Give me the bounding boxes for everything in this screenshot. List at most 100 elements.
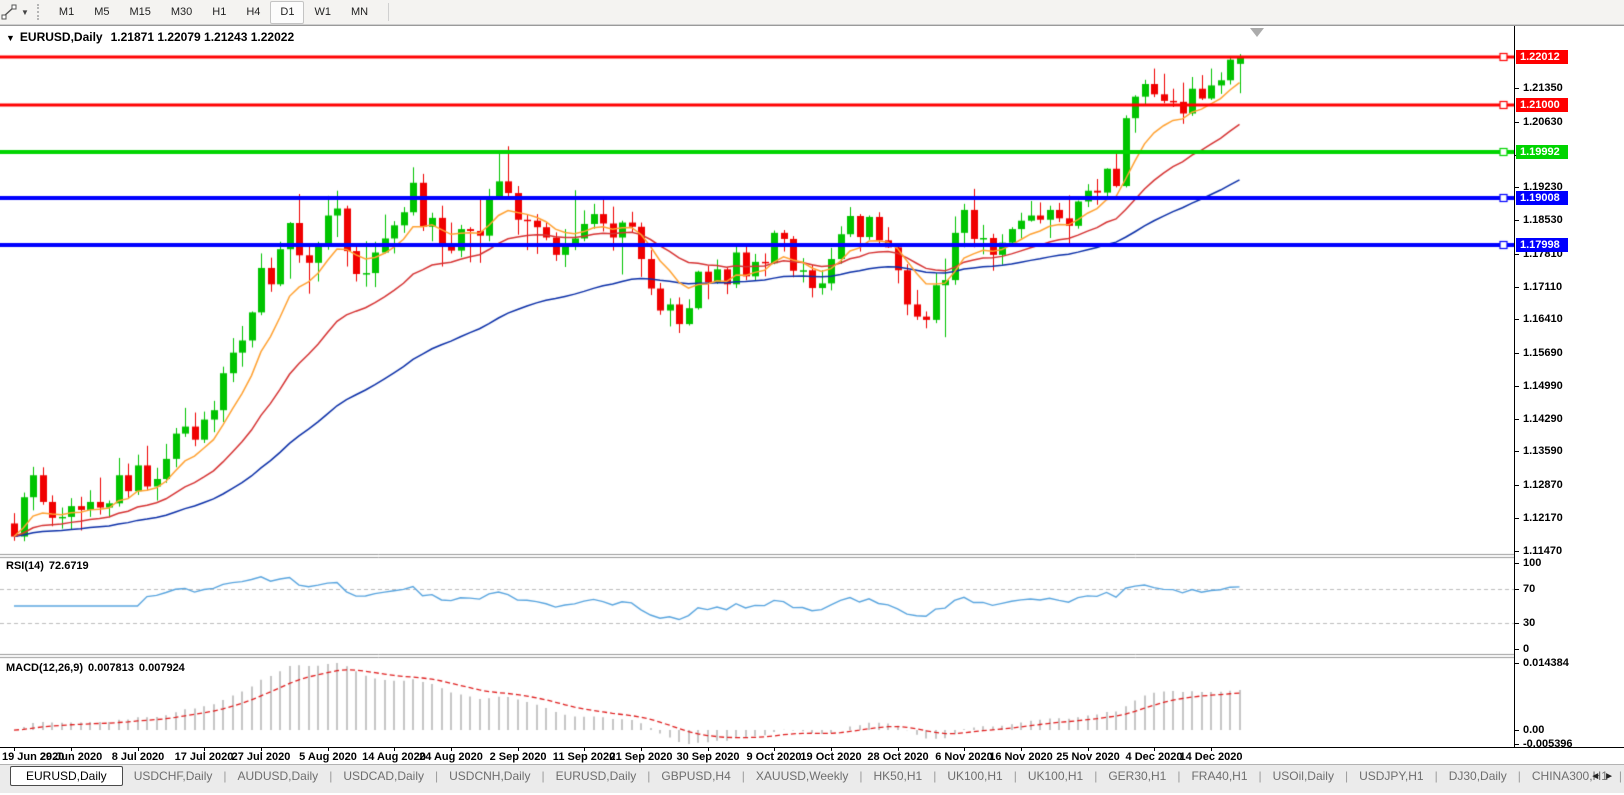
chart-tab-eurusd-daily[interactable]: EURUSD,Daily (555, 769, 637, 783)
tab-separator: | (1177, 769, 1181, 783)
toolbar-separator (388, 3, 390, 21)
price-level-badge: 1.21000 (1516, 98, 1568, 112)
axis-tick-mark (1515, 353, 1519, 354)
price-tick-label: 1.14990 (1523, 380, 1563, 392)
price-axis[interactable]: 1.213501.206301.199301.192301.185301.178… (1514, 26, 1624, 750)
axis-tick-mark (1515, 485, 1519, 486)
chart-tab-eurusd-daily[interactable]: EURUSD,Daily (10, 766, 123, 786)
chart-tab-audusd-daily[interactable]: AUDUSD,Daily (237, 769, 319, 783)
date-tick-mark (261, 748, 262, 751)
price-tick-label: 1.13590 (1523, 445, 1563, 457)
chart-tab-uk100-h1[interactable]: UK100,H1 (947, 769, 1003, 783)
tab-separator: | (1434, 769, 1438, 783)
date-tick-label: 11 Sep 2020 (552, 751, 616, 763)
date-tick-mark (138, 748, 139, 751)
tab-separator: | (223, 769, 227, 783)
rsi-tick-label: 100 (1523, 557, 1542, 569)
tab-separator: | (1618, 769, 1623, 783)
timeframe-button-m1[interactable]: M1 (58, 5, 75, 18)
chart-tab-usdchf-daily[interactable]: USDCHF,Daily (133, 769, 213, 783)
timeframe-button-m5[interactable]: M5 (94, 5, 110, 18)
date-tick-label: 4 Dec 2020 (1125, 751, 1183, 763)
date-tick-mark (708, 748, 709, 751)
chart-tab-usdcnh-daily[interactable]: USDCNH,Daily (449, 769, 531, 783)
price-level-badge: 1.17998 (1516, 238, 1568, 252)
date-tick-mark (518, 748, 519, 751)
chart-tab-usoil-daily[interactable]: USOil,Daily (1272, 769, 1334, 783)
axis-tick-mark (1515, 254, 1519, 255)
rsi-tick-label: 0 (1523, 643, 1530, 655)
tab-separator: | (1517, 769, 1521, 783)
macd-zero-label: 0.00 (1523, 724, 1545, 736)
date-tick-label: 27 Jul 2020 (231, 751, 291, 763)
draw-tool-icon[interactable] (1, 4, 19, 20)
axis-tick-mark (1515, 122, 1519, 123)
tab-separator: | (1013, 769, 1017, 783)
timeframe-toolbar: ▼ M1 M5 M15 M30 H1 H4 D1 W1 MN (0, 0, 1624, 25)
date-tick-label: 9 Oct 2020 (746, 751, 802, 763)
chart-window: ▼ EURUSD,Daily 1.21871 1.22079 1.21243 1.2… (0, 25, 1624, 750)
chart-tab-fra40-h1[interactable]: FRA40,H1 (1191, 769, 1248, 783)
date-tick-label: 2 Sep 2020 (489, 751, 547, 763)
date-tick-mark (451, 748, 452, 751)
chart-canvas[interactable] (0, 26, 1514, 748)
tab-separator: | (435, 769, 439, 783)
chart-tab-china300-h1[interactable]: CHINA300,H1 (1531, 769, 1608, 783)
date-tick-mark (584, 748, 585, 751)
date-tick-mark (831, 748, 832, 751)
timeframe-button-mn[interactable]: MN (350, 5, 369, 18)
chart-tab-dj30-daily[interactable]: DJ30,Daily (1448, 769, 1507, 783)
chart-tab-gbpusd-h4[interactable]: GBPUSD,H4 (661, 769, 731, 783)
macd-current-value: 0.007813 (88, 662, 134, 674)
date-tick-mark (394, 748, 395, 751)
axis-tick-mark (1515, 319, 1519, 320)
chart-tab-xauusd-weekly[interactable]: XAUUSD,Weekly (755, 769, 849, 783)
axis-tick-mark (1515, 187, 1519, 188)
macd-name: MACD(12,26,9) (6, 662, 84, 674)
timeframe-button-h4[interactable]: H4 (246, 5, 261, 18)
price-tick-label: 1.16410 (1523, 313, 1563, 325)
timeframe-button-m15[interactable]: M15 (129, 5, 151, 18)
chart-title: ▼ EURUSD,Daily 1.21871 1.22079 1.21243 1.2… (6, 30, 294, 44)
toolbar-grip[interactable] (36, 4, 41, 20)
date-tick-label: 28 Oct 2020 (867, 751, 929, 763)
date-tick-label: 25 Nov 2020 (1056, 751, 1120, 763)
date-tick-mark (14, 748, 15, 751)
rsi-pane-label: RSI(14) 72.6719 (6, 560, 94, 572)
chart-shift-marker-icon[interactable] (1250, 28, 1264, 37)
chart-tab-uk100-h1[interactable]: UK100,H1 (1027, 769, 1084, 783)
timeframe-button-m30[interactable]: M30 (170, 5, 193, 18)
price-tick-label: 1.17110 (1523, 281, 1563, 293)
axis-tick-mark (1515, 451, 1519, 452)
axis-tick-mark (1515, 287, 1519, 288)
date-tick-label: 16 Nov 2020 (989, 751, 1053, 763)
axis-tick-mark (1515, 386, 1519, 387)
date-tick-mark (71, 748, 72, 751)
price-level-badge: 1.19992 (1516, 145, 1568, 159)
chart-title-caret-icon[interactable]: ▼ (6, 33, 15, 43)
tab-scroll-left-icon[interactable]: ◄ (1590, 771, 1605, 782)
tab-scroll-right-icon[interactable]: ► (1604, 771, 1618, 782)
axis-tick-mark (1515, 518, 1519, 519)
axis-tick-mark (1515, 744, 1519, 745)
date-tick-mark (1211, 748, 1212, 751)
chart-tab-usdjpy-h1[interactable]: USDJPY,H1 (1359, 769, 1424, 783)
chart-tab-usdcad-daily[interactable]: USDCAD,Daily (343, 769, 424, 783)
chart-tab-ger30-h1[interactable]: GER30,H1 (1108, 769, 1167, 783)
time-axis[interactable]: 19 Jun 2020 29 Jun 2020 8 Jul 2020 17 Jul 2… (0, 747, 1624, 764)
date-tick-label: 14 Dec 2020 (1179, 751, 1243, 763)
macd-max-label: 0.014384 (1523, 657, 1569, 669)
macd-signal-value: 0.007924 (138, 662, 185, 674)
date-tick-mark (1021, 748, 1022, 751)
tab-scroll-arrows: ◄► (1590, 771, 1618, 782)
price-tick-label: 1.19230 (1523, 181, 1563, 193)
tool-dropdown-caret[interactable]: ▼ (21, 7, 29, 17)
timeframe-button-h1[interactable]: H1 (212, 5, 227, 18)
tab-separator: | (647, 769, 651, 783)
tab-separator: | (859, 769, 863, 783)
chart-tab-hk50-h1[interactable]: HK50,H1 (873, 769, 923, 783)
date-tick-label: 30 Sep 2020 (676, 751, 740, 763)
tab-separator: | (329, 769, 333, 783)
timeframe-button-w1[interactable]: W1 (314, 5, 331, 18)
timeframe-button-d1[interactable]: D1 (270, 0, 305, 24)
